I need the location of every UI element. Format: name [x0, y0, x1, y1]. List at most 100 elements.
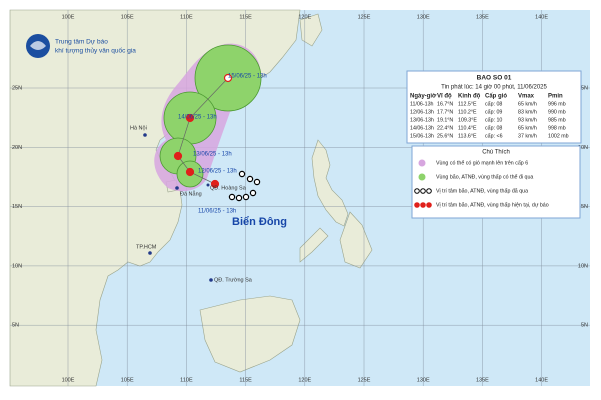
lon-label: 130E — [417, 377, 430, 383]
legend-swatch — [418, 173, 426, 181]
lat-label: 5N — [581, 323, 588, 329]
city-label: Hà Nội — [130, 125, 147, 131]
lat-label: 5N — [12, 323, 19, 329]
info-cell: 998 mb — [548, 125, 566, 131]
lon-label: 120E — [298, 377, 311, 383]
city-label: TP.HCM — [136, 244, 157, 250]
info-cell: 14/06-13h — [410, 125, 434, 131]
info-cell: 985 mb — [548, 117, 566, 123]
info-cell: 65 km/h — [518, 125, 537, 131]
legend-label: Vùng có thể có gió mạnh lên trên cấp 6 — [436, 159, 528, 166]
lon-label: 140E — [535, 14, 548, 20]
info-column: Ngày-giờ — [410, 94, 437, 100]
legend-title: Chú Thích — [482, 150, 510, 156]
agency-name: Trung tâm Dự báo — [55, 39, 108, 46]
lon-label: 140E — [535, 377, 548, 383]
lon-label: 115E — [239, 14, 252, 20]
info-cell: 113.6°E — [458, 133, 477, 139]
info-cell: 12/06-13h — [410, 109, 434, 115]
lon-label: 105E — [121, 377, 134, 383]
legend-swatch — [420, 188, 426, 194]
info-cell: 1002 mb — [548, 133, 569, 139]
logo-mark — [30, 41, 46, 50]
legend-swatch — [420, 202, 426, 208]
legend-swatch — [414, 188, 420, 194]
past-track — [228, 170, 261, 202]
storm-icon — [185, 113, 195, 123]
legend-label: Vị trí tâm bão, ATNĐ, vùng thấp hiện tại… — [436, 202, 549, 208]
info-cell: cấp: 10 — [485, 117, 502, 123]
info-title: BAO SO 01 — [477, 75, 512, 82]
lon-label: 115E — [239, 377, 252, 383]
info-column: Pmin — [548, 94, 563, 100]
legend-swatch — [418, 159, 426, 167]
info-cell: 65 km/h — [518, 101, 537, 107]
lon-label: 125E — [358, 377, 371, 383]
info-cell: 16.7°N — [437, 101, 453, 107]
info-cell: 996 mb — [548, 101, 566, 107]
lon-label: 120E — [298, 14, 311, 20]
lat-label: 10N — [578, 263, 588, 269]
info-cell: 110.4°E — [458, 125, 477, 131]
agency-name: khí tượng thủy văn quốc gia — [55, 46, 136, 55]
lon-label: 110E — [180, 377, 193, 383]
info-cell: 93 km/h — [518, 117, 537, 123]
info-cell: 109.3°E — [458, 117, 477, 123]
info-issued: Tin phát lúc: 14 giờ 00 phút, 11/06/2025 — [441, 85, 547, 91]
track-label: 13/06/25 - 13h — [193, 152, 232, 158]
info-cell: 112.5°E — [458, 101, 477, 107]
storm-icon — [185, 167, 195, 177]
legend-label: Vị trí tâm bão, ATNĐ, vùng thấp đã qua — [436, 188, 528, 194]
info-cell: 13/06-13h — [410, 117, 434, 123]
legend-swatch — [414, 202, 420, 208]
info-column: Cấp gió — [485, 93, 507, 100]
storm-icon — [210, 179, 220, 189]
island-label: QĐ. Hoàng Sa — [210, 185, 247, 191]
lat-label: 25N — [578, 85, 588, 91]
info-column: Vĩ độ — [437, 94, 452, 100]
track-label: 15/06/25 - 13h — [228, 74, 267, 80]
lat-label: 10N — [12, 263, 22, 269]
lon-label: 110E — [180, 14, 193, 20]
lon-label: 130E — [417, 14, 430, 20]
info-cell: 17.7°N — [437, 109, 453, 115]
lat-label: 25N — [12, 85, 22, 91]
info-column: Vmax — [518, 94, 535, 100]
info-cell: cấp: 08 — [485, 125, 502, 131]
info-cell: cấp: 09 — [485, 109, 502, 115]
track-label: 14/06/25 - 13h — [178, 115, 217, 121]
legend-label: Vùng bão, ATNĐ, vùng thấp có thể đi qua — [436, 173, 533, 180]
info-cell: 11/06-13h — [410, 101, 434, 107]
storm-positions: 11/06/25 - 13h 12/06/25 - 13h 13/06/25 - 1… — [173, 73, 267, 215]
info-cell: 25.6°N — [437, 133, 453, 139]
lon-label: 135E — [476, 377, 489, 383]
info-cell: 83 km/h — [518, 109, 537, 115]
lon-label: 135E — [476, 14, 489, 20]
island-label: QĐ. Trường Sa — [214, 277, 253, 283]
panels: BAO SO 01 Tin phát lúc: 14 giờ 00 phút, 1… — [410, 75, 569, 209]
info-cell: cấp: <6 — [485, 133, 503, 139]
cities — [143, 133, 213, 282]
legend-box — [411, 145, 581, 219]
lat-label: 20N — [12, 145, 22, 151]
lon-label: 100E — [62, 14, 75, 20]
info-cell: 37 km/h — [518, 133, 537, 139]
track-label: 11/06/25 - 13h — [198, 209, 236, 215]
lat-label: 20N — [578, 145, 588, 151]
lat-label: 15N — [12, 204, 22, 210]
track-label: 12/06/25 - 13h — [198, 169, 237, 175]
info-column: Kinh độ — [458, 94, 481, 100]
info-cell: 22.4°N — [437, 125, 453, 131]
info-cell: 15/06-13h — [410, 133, 434, 139]
storm-icon — [223, 73, 233, 83]
city-label: Đà Nẵng — [180, 190, 202, 197]
storm-icon — [173, 151, 183, 161]
info-cell: 990 mb — [548, 109, 566, 115]
legend-swatch — [426, 188, 432, 194]
info-cell: cấp: 08 — [485, 101, 502, 107]
lon-label: 100E — [62, 377, 75, 383]
lon-label: 105E — [121, 14, 134, 20]
lon-label: 125E — [358, 14, 371, 20]
info-box — [406, 70, 582, 144]
